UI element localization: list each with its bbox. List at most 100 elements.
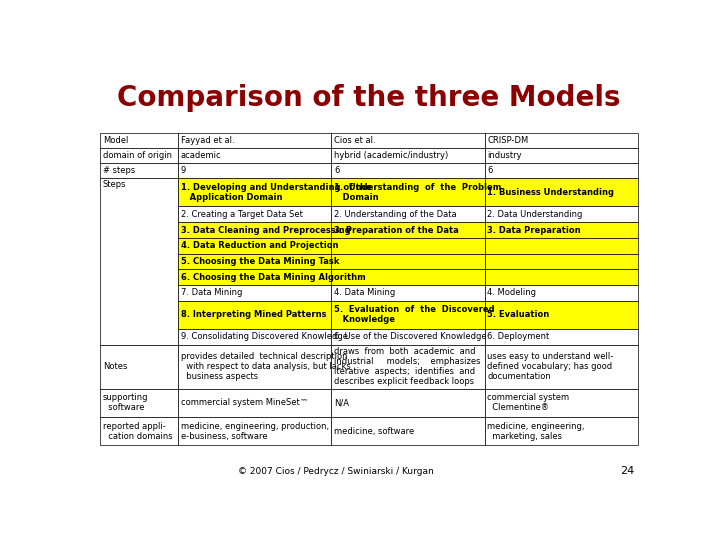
Bar (178, 345, 331, 389)
Bar (331, 222, 485, 238)
Bar (178, 148, 331, 163)
Text: 6: 6 (487, 166, 492, 175)
Bar (178, 285, 331, 301)
Bar (178, 254, 331, 269)
Bar (331, 254, 485, 269)
Bar (178, 329, 331, 345)
Text: 2. Creating a Target Data Set: 2. Creating a Target Data Set (181, 210, 302, 219)
Text: 7. Data Mining: 7. Data Mining (181, 288, 242, 298)
Bar (485, 301, 638, 329)
Bar (331, 389, 485, 417)
Text: CRISP-DM: CRISP-DM (487, 137, 528, 145)
Bar (331, 345, 485, 389)
Text: 4. Modeling: 4. Modeling (487, 288, 536, 298)
Bar (485, 345, 638, 389)
Text: 3. Data Cleaning and Preprocessing: 3. Data Cleaning and Preprocessing (181, 226, 351, 234)
Bar (331, 301, 485, 329)
Bar (485, 269, 638, 285)
Text: Cios et al.: Cios et al. (334, 137, 376, 145)
Bar (331, 285, 485, 301)
Bar (485, 389, 638, 417)
Bar (100, 133, 178, 148)
Bar (178, 178, 331, 206)
Text: © 2007 Cios / Pedrycz / Swiniarski / Kurgan: © 2007 Cios / Pedrycz / Swiniarski / Kur… (238, 467, 433, 476)
Text: 6. Use of the Discovered Knowledge: 6. Use of the Discovered Knowledge (334, 332, 487, 341)
Text: industry: industry (487, 151, 522, 160)
Bar (178, 133, 331, 148)
Bar (178, 238, 331, 254)
Bar (100, 389, 178, 417)
Bar (100, 163, 178, 178)
Text: hybrid (academic/industry): hybrid (academic/industry) (334, 151, 449, 160)
Bar (331, 148, 485, 163)
Text: 8. Interpreting Mined Patterns: 8. Interpreting Mined Patterns (181, 310, 326, 319)
Text: # steps: # steps (103, 166, 135, 175)
Text: Model: Model (103, 137, 128, 145)
Text: Fayyad et al.: Fayyad et al. (181, 137, 235, 145)
Bar (331, 329, 485, 345)
Text: 9. Consolidating Discovered Knowledge: 9. Consolidating Discovered Knowledge (181, 332, 348, 341)
Bar (485, 222, 638, 238)
Text: 1.  Understanding  of  the  Problem
   Domain: 1. Understanding of the Problem Domain (334, 183, 502, 202)
Text: medicine, software: medicine, software (334, 427, 415, 436)
Text: 2. Understanding of the Data: 2. Understanding of the Data (334, 210, 456, 219)
Bar (100, 148, 178, 163)
Text: Comparison of the three Models: Comparison of the three Models (117, 84, 621, 112)
Text: 4. Data Reduction and Projection: 4. Data Reduction and Projection (181, 241, 338, 250)
Bar (100, 178, 178, 345)
Bar (100, 417, 178, 445)
Bar (331, 133, 485, 148)
Text: 3. Preparation of the Data: 3. Preparation of the Data (334, 226, 459, 234)
Bar (485, 285, 638, 301)
Text: medicine, engineering,
  marketing, sales: medicine, engineering, marketing, sales (487, 422, 585, 441)
Bar (178, 163, 331, 178)
Bar (485, 329, 638, 345)
Bar (178, 301, 331, 329)
Bar (485, 238, 638, 254)
Bar (178, 269, 331, 285)
Text: 2. Data Understanding: 2. Data Understanding (487, 210, 582, 219)
Bar (331, 417, 485, 445)
Text: academic: academic (181, 151, 222, 160)
Bar (331, 206, 485, 222)
Text: 6: 6 (334, 166, 340, 175)
Bar (331, 178, 485, 206)
Text: 3. Data Preparation: 3. Data Preparation (487, 226, 581, 234)
Bar (178, 389, 331, 417)
Text: 4. Data Mining: 4. Data Mining (334, 288, 395, 298)
Text: draws  from  both  academic  and
industrial     models;    emphasizes
iterative : draws from both academic and industrial … (334, 347, 481, 386)
Bar (485, 178, 638, 206)
Text: provides detailed  technical description
  with respect to data analysis, but la: provides detailed technical description … (181, 352, 351, 381)
Text: 6. Deployment: 6. Deployment (487, 332, 549, 341)
Text: commercial system MineSet™: commercial system MineSet™ (181, 399, 308, 407)
Bar (331, 238, 485, 254)
Bar (485, 417, 638, 445)
Text: 1. Business Understanding: 1. Business Understanding (487, 188, 614, 197)
Text: uses easy to understand well-
defined vocabulary; has good
documentation: uses easy to understand well- defined vo… (487, 352, 613, 381)
Text: 9: 9 (181, 166, 186, 175)
Text: supporting
  software: supporting software (103, 393, 148, 413)
Bar (178, 222, 331, 238)
Text: 1. Developing and Understanding of the
   Application Domain: 1. Developing and Understanding of the A… (181, 183, 372, 202)
Text: medicine, engineering, production,
e-business, software: medicine, engineering, production, e-bus… (181, 422, 329, 441)
Text: Notes: Notes (103, 362, 127, 371)
Bar (100, 345, 178, 389)
Bar (178, 417, 331, 445)
Text: Steps: Steps (103, 180, 126, 189)
Text: 24: 24 (620, 465, 634, 476)
Text: commercial system
  Clementine®: commercial system Clementine® (487, 393, 570, 413)
Text: N/A: N/A (334, 399, 349, 407)
Bar (485, 254, 638, 269)
Text: 5.  Evaluation  of  the  Discovered
   Knowledge: 5. Evaluation of the Discovered Knowledg… (334, 305, 495, 325)
Bar (331, 163, 485, 178)
Bar (485, 133, 638, 148)
Text: reported appli-
  cation domains: reported appli- cation domains (103, 422, 173, 441)
Text: 5. Evaluation: 5. Evaluation (487, 310, 549, 319)
Bar (485, 148, 638, 163)
Bar (178, 206, 331, 222)
Bar (485, 206, 638, 222)
Bar (485, 163, 638, 178)
Text: domain of origin: domain of origin (103, 151, 172, 160)
Text: 6. Choosing the Data Mining Algorithm: 6. Choosing the Data Mining Algorithm (181, 273, 366, 282)
Bar (331, 269, 485, 285)
